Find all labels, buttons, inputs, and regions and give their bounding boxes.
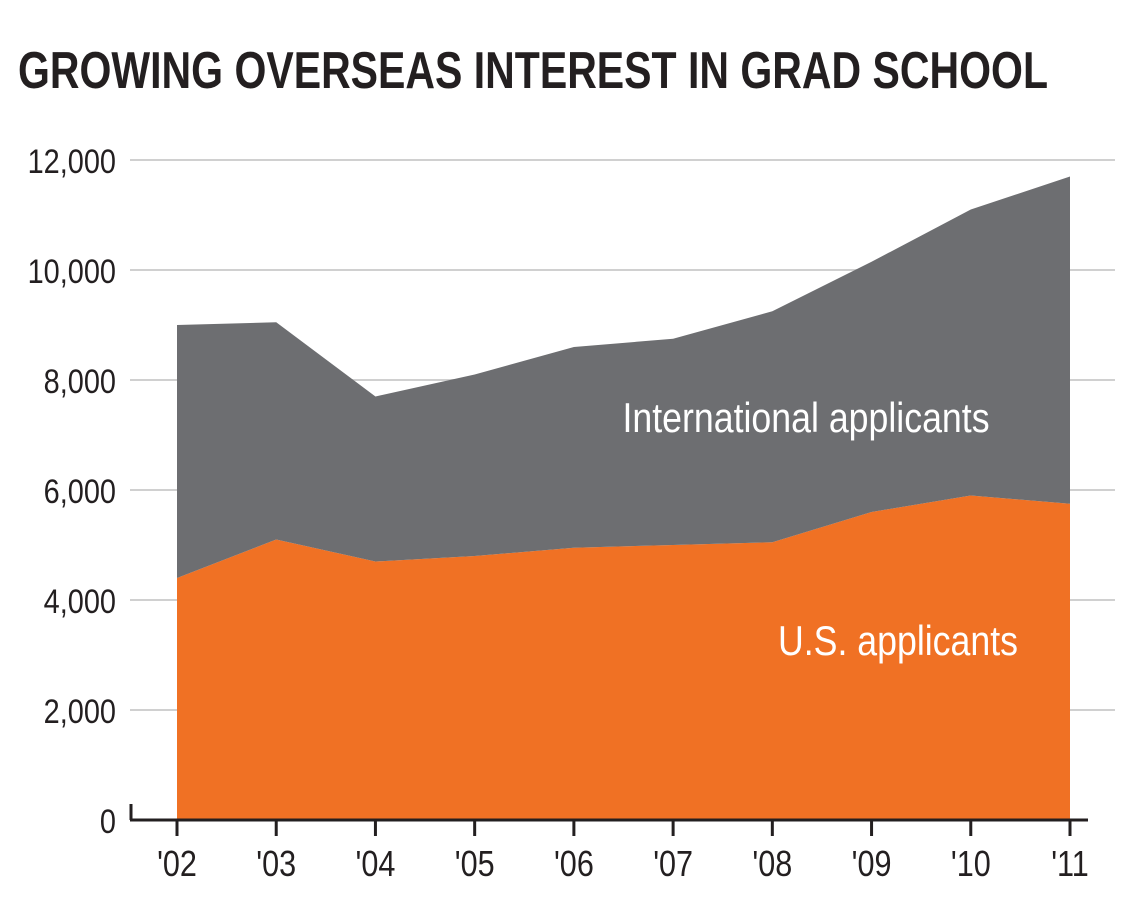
area-international-applicants [177,176,1070,578]
y-tick-label: 12,000 [28,142,116,181]
x-tick-label: '07 [653,845,693,885]
y-tick-label: 10,000 [28,252,116,291]
us-applicants-label: U.S. applicants [778,618,1018,664]
x-tick-label: '09 [852,845,892,885]
y-tick-label: 4,000 [44,582,116,621]
x-tick-label: '11 [1051,845,1089,885]
x-tick-label: '06 [554,845,594,885]
area-u-s-applicants [177,495,1070,820]
x-tick-label: '05 [455,845,495,885]
x-tick-label: '02 [157,845,197,885]
chart-title: GROWING OVERSEAS INTEREST IN GRAD SCHOOL [18,42,1048,100]
x-tick-label: '04 [356,845,396,885]
y-tick-label: 6,000 [44,472,116,511]
x-tick-label: '10 [951,845,991,885]
y-tick-label: 8,000 [44,362,116,401]
y-tick-label: 0 [100,802,116,841]
international-applicants-label: International applicants [622,395,989,441]
x-tick-label: '03 [256,845,296,885]
x-tick-label: '08 [752,845,792,885]
y-tick-label: 2,000 [44,692,116,731]
